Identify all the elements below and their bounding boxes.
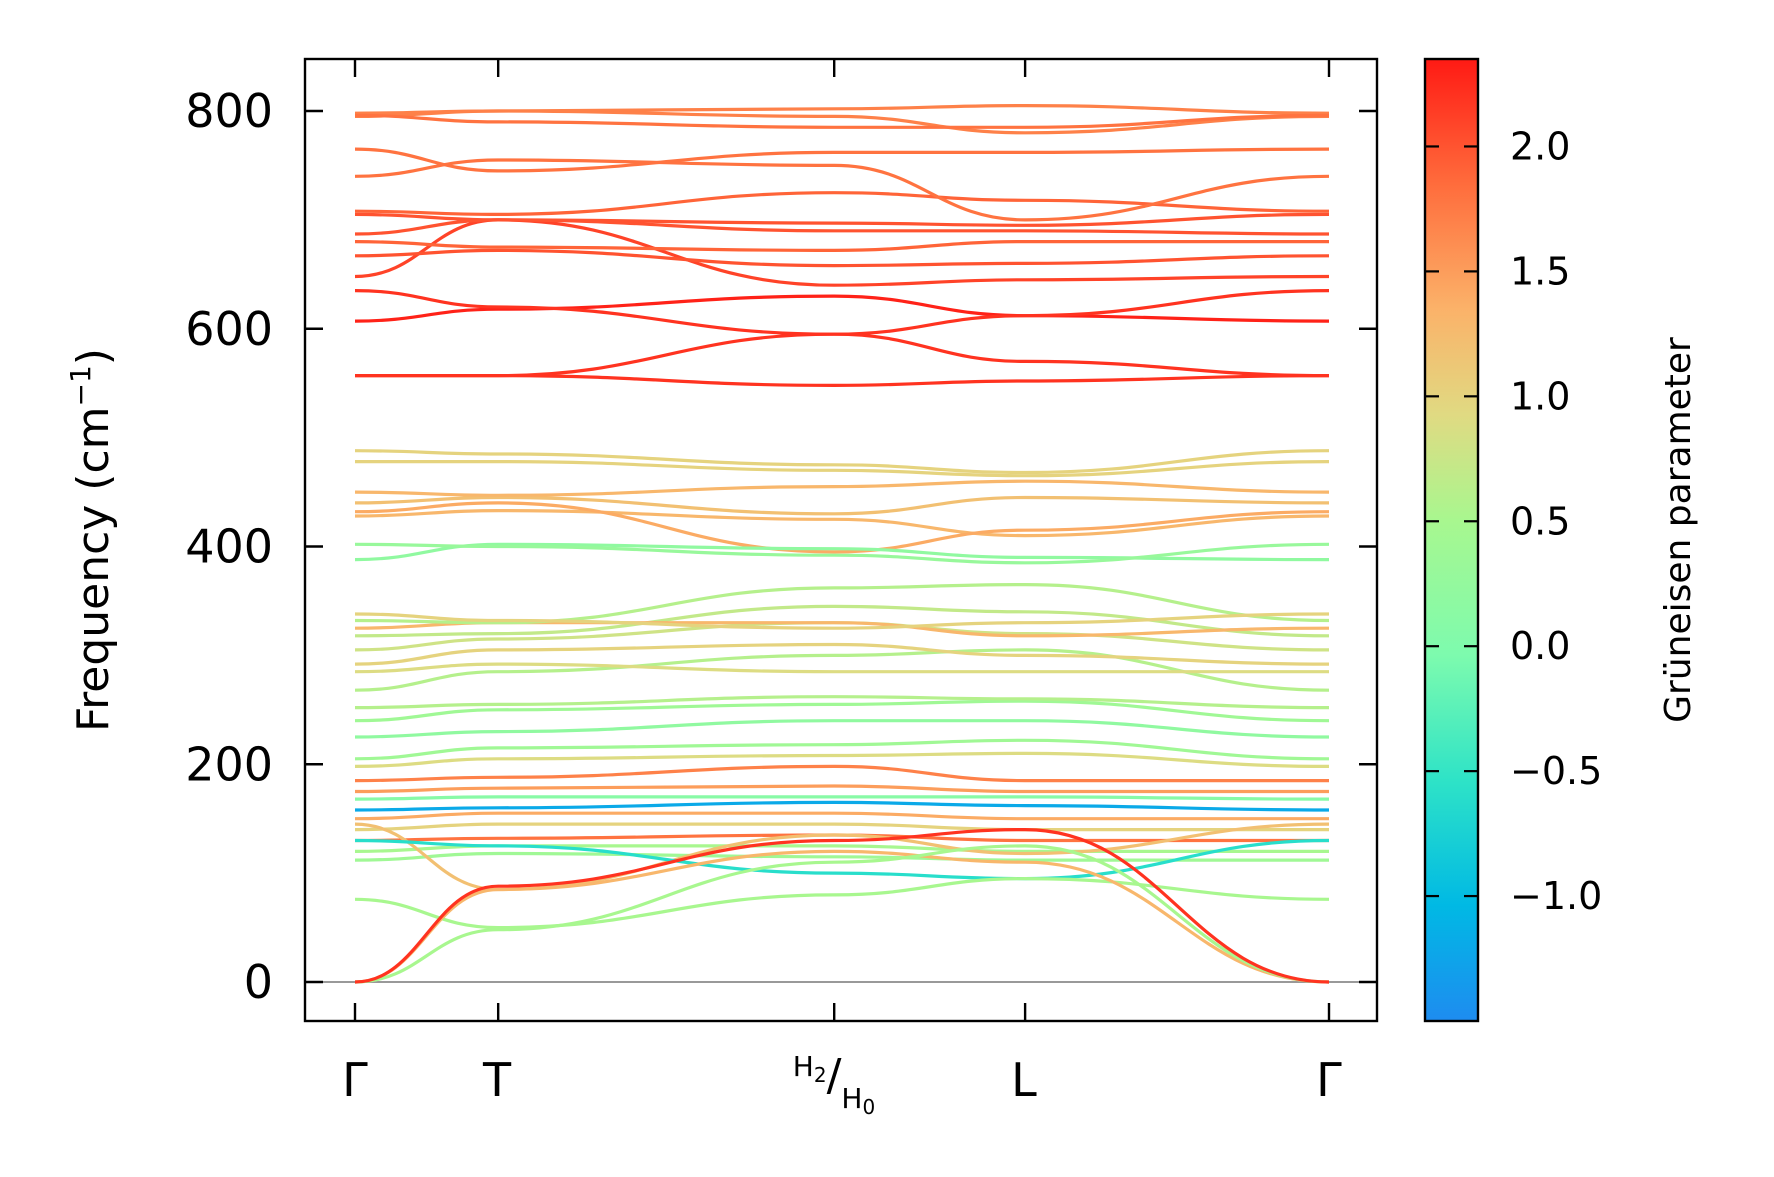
- band-line-band-6: [354, 248, 1330, 268]
- band-line-band-17: [354, 501, 1330, 554]
- band-line-band-21: [354, 449, 1330, 475]
- band-line-band-42: [354, 822, 1329, 832]
- band-line-band-11: [354, 158, 1330, 222]
- band-line-band-18: [354, 495, 1330, 516]
- band-line-band-24: [354, 648, 1330, 692]
- x-tick-label-t: T: [482, 1053, 512, 1107]
- band-line-band-36: [354, 751, 1330, 768]
- plot-frame: [303, 57, 1379, 1023]
- band-line-band-38: [354, 784, 1329, 794]
- band-line-band-41: [354, 811, 1329, 821]
- colorbar: [1423, 57, 1480, 1023]
- band-line-band-26: [354, 642, 1330, 666]
- colorbar-tick-label: 1.0: [1510, 374, 1570, 418]
- x-tick-label-gamma-start: Γ: [342, 1053, 368, 1107]
- band-line-band-3: [354, 294, 1330, 323]
- band-line-band-45: [354, 851, 1329, 862]
- band-line-band-35: [354, 738, 1330, 761]
- band-line-band-34: [354, 695, 1330, 710]
- y-tick-label: 800: [185, 84, 273, 138]
- y-axis-label: Frequency (cm−1): [64, 348, 119, 732]
- band-line-band-31: [354, 612, 1330, 630]
- band-line-band-51: [354, 827, 1330, 984]
- band-line-band-15: [354, 113, 1330, 129]
- band-line-band-5: [354, 218, 1330, 287]
- colorbar-ticks: −1.0 −0.5 0.0 0.5 1.0 1.5 2.0: [1425, 124, 1602, 918]
- band-line-band-47: [354, 838, 1330, 881]
- band-line-band-7: [354, 239, 1329, 253]
- band-lines: [354, 103, 1330, 984]
- colorbar-label: Grüneisen parameter: [1658, 337, 1699, 723]
- y-axis: 0 200 400 600 800: [185, 84, 1377, 1009]
- band-line-band-14: [354, 103, 1330, 115]
- colorbar-tick-label: −1.0: [1510, 874, 1602, 918]
- band-line-band-46: [354, 822, 1330, 892]
- colorbar-tick-label: −0.5: [1510, 749, 1602, 793]
- band-line-band-25: [354, 662, 1329, 674]
- band-line-band-12: [354, 147, 1330, 173]
- band-line-band-30: [354, 582, 1330, 625]
- band-line-band-32: [354, 699, 1330, 723]
- x-tick-labels: Γ T H2/H0 L Γ: [342, 1050, 1342, 1119]
- x-axis: [353, 59, 1331, 1021]
- band-line-band-16: [354, 508, 1330, 538]
- x-tick-label-h2-h0: H2/H0: [793, 1050, 875, 1119]
- band-line-band-39: [354, 795, 1330, 801]
- band-line-band-40: [354, 800, 1330, 812]
- x-tick-label-l: L: [1011, 1053, 1037, 1107]
- y-tick-label: 600: [185, 302, 273, 356]
- band-line-band-23: [354, 542, 1330, 565]
- x-tick-label-gamma-end: Γ: [1316, 1053, 1342, 1107]
- y-axis-label-exponent: −1: [64, 365, 97, 406]
- band-line-band-49: [354, 849, 1330, 984]
- band-line-band-33: [354, 719, 1330, 739]
- y-tick-label: 0: [244, 955, 273, 1009]
- colorbar-tick-label: 1.5: [1510, 249, 1570, 293]
- band-line-band-20: [355, 459, 1330, 478]
- band-line-band-50: [354, 844, 1330, 984]
- band-line-band-48: [354, 876, 1330, 930]
- y-tick-label: 200: [185, 737, 273, 791]
- band-line-band-19: [354, 479, 1330, 497]
- colorbar-tick-label: 2.0: [1510, 124, 1570, 168]
- band-line-band-4: [354, 289, 1330, 336]
- colorbar-tick-label: 0.0: [1510, 624, 1570, 668]
- colorbar-tick-label: 0.5: [1510, 499, 1570, 543]
- band-line-band-9: [354, 212, 1330, 227]
- band-line-band-37: [354, 764, 1330, 783]
- y-tick-label: 400: [185, 520, 273, 574]
